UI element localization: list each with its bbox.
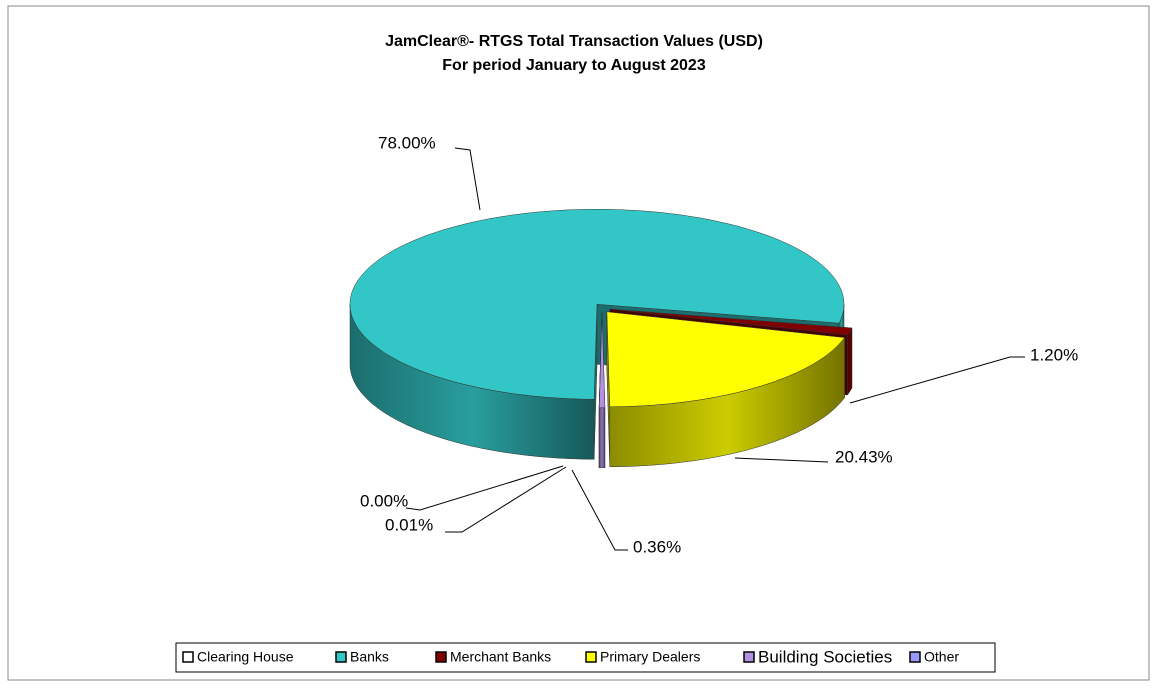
slice-wall — [599, 408, 605, 468]
chart-subtitle: For period January to August 2023 — [442, 57, 706, 74]
legend-swatch — [744, 652, 754, 662]
legend-label: Merchant Banks — [450, 649, 551, 665]
data-label: 0.00% — [360, 491, 408, 510]
data-label: 20.43% — [835, 447, 893, 466]
data-label: 0.36% — [633, 537, 681, 556]
data-label: 0.01% — [385, 515, 433, 534]
legend-swatch — [910, 652, 920, 662]
data-label: 1.20% — [1030, 345, 1078, 364]
data-label: 78.00% — [378, 133, 436, 152]
legend-label: Clearing House — [197, 649, 294, 665]
legend-label: Building Societies — [758, 647, 892, 666]
legend-swatch — [436, 652, 446, 662]
legend-label: Banks — [350, 649, 389, 665]
slice-wall — [848, 328, 852, 395]
legend-label: Other — [924, 649, 959, 665]
legend-label: Primary Dealers — [600, 649, 700, 665]
legend-swatch — [336, 652, 346, 662]
chart-title: JamClear®- RTGS Total Transaction Values… — [385, 33, 763, 50]
legend-swatch — [183, 652, 193, 662]
legend-swatch — [586, 652, 596, 662]
